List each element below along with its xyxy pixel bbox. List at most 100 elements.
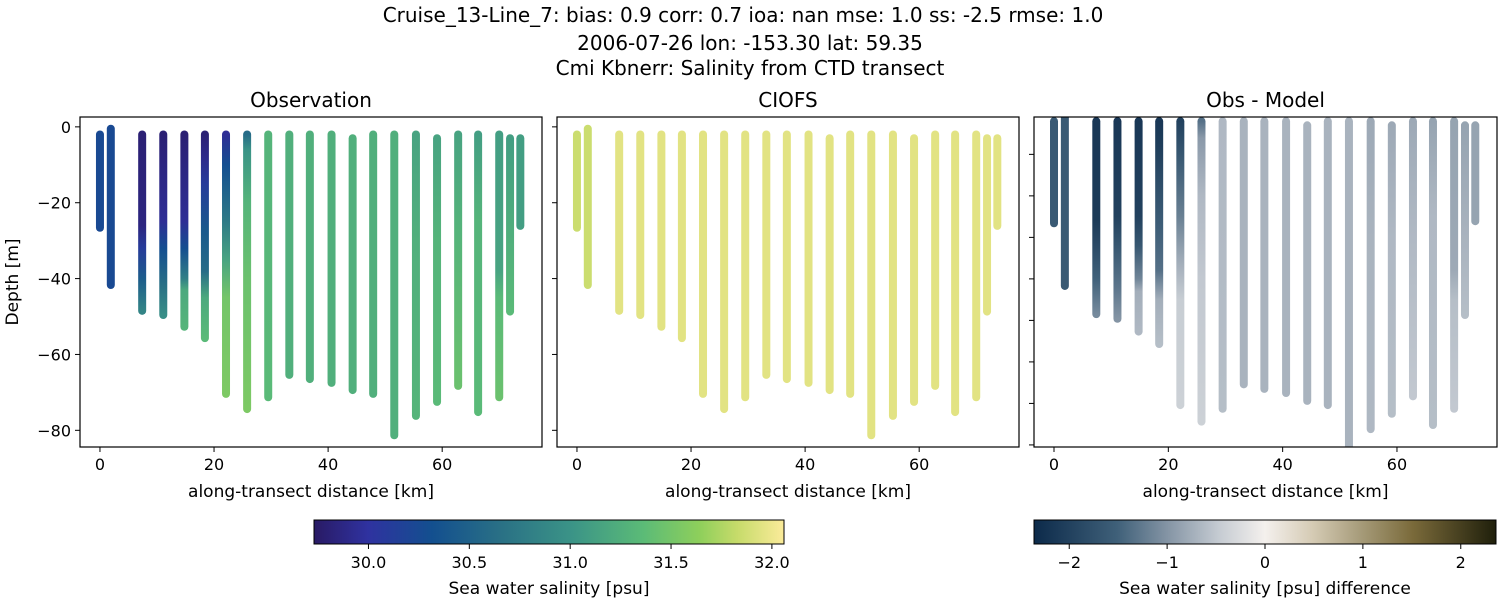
axes-frame	[79, 116, 543, 448]
profile-obs-9	[285, 130, 294, 379]
x-tick-label: 0	[95, 455, 105, 474]
y-tick-label: −40	[37, 270, 71, 289]
profile-obs-1	[106, 124, 115, 290]
profile-diff-16	[1387, 121, 1396, 418]
profile-model-12	[825, 134, 834, 395]
profile-obs-8	[264, 130, 273, 402]
profile-obs-17	[454, 130, 463, 390]
profile-model-0	[572, 130, 581, 232]
colorbar-tick-label: 30.0	[351, 553, 387, 572]
colorbar-tick-label: 31.5	[653, 553, 689, 572]
panel-model: CIOFS 0 20 40 60 along-transect distance [km]	[552, 88, 1020, 502]
profile-model-17	[931, 130, 940, 390]
profile-diff-10	[1260, 117, 1269, 393]
profile-model-19	[972, 130, 981, 402]
profile-obs-0	[95, 130, 104, 232]
profile-obs-18	[474, 130, 483, 417]
profile-diff-17	[1408, 117, 1417, 401]
x-axis-label: along-transect distance [km]	[665, 482, 911, 502]
profile-model-15	[888, 130, 897, 420]
profile-model-18	[951, 130, 960, 417]
profile-model-16	[910, 134, 919, 406]
profile-obs-15	[411, 130, 420, 420]
profile-model-11	[804, 130, 813, 387]
colorbar-tick-label: −2	[1057, 553, 1081, 572]
x-tick-label: 40	[795, 455, 815, 474]
profile-diff-6	[1176, 117, 1185, 410]
x-tick-label: 0	[572, 455, 582, 474]
profile-diff-11	[1282, 117, 1291, 398]
profile-obs-7	[243, 130, 252, 414]
x-tick-label: 20	[204, 455, 224, 474]
x-tick-label: 40	[1272, 455, 1292, 474]
profile-model-5	[677, 130, 686, 343]
profile-diff-19	[1450, 117, 1459, 413]
colorbar-label: Sea water salinity [psu] difference	[1119, 579, 1411, 599]
colorbar-tick-label: 32.0	[754, 553, 790, 572]
profile-model-10	[782, 130, 791, 384]
profiles	[572, 124, 1002, 440]
profile-diff-20	[1460, 121, 1469, 320]
profile-obs-12	[348, 134, 357, 395]
axes-frame	[556, 116, 1020, 448]
colorbar-salinity: 30.0 30.5 31.0 31.5 32.0 Sea water salinity […	[313, 519, 790, 599]
x-tick-label: 0	[1049, 455, 1059, 474]
colorbar-tick-label: −1	[1155, 553, 1179, 572]
profile-diff-15	[1366, 117, 1375, 434]
colorbar-difference: −2 −1 0 1 2 Sea water salinity [psu] differen…	[1033, 519, 1497, 599]
profile-obs-5	[200, 130, 209, 343]
profile-diff-1	[1060, 117, 1069, 290]
x-tick-label: 20	[681, 455, 701, 474]
colorbar-label: Sea water salinity [psu]	[449, 579, 650, 599]
y-axis-label: Depth [m]	[3, 238, 23, 325]
profile-diff-12	[1303, 121, 1312, 405]
y-tick-label: −80	[37, 421, 71, 440]
x-axis-label: along-transect distance [km]	[1143, 482, 1389, 502]
suptitle-line-3: Cmi Kbnerr: Salinity from CTD transect	[556, 56, 945, 80]
colorbar-gradient	[1033, 519, 1497, 545]
panel-title: CIOFS	[758, 88, 817, 112]
y-tick-label: −20	[37, 194, 71, 213]
profile-model-3	[636, 130, 645, 319]
profile-diff-4	[1134, 117, 1143, 336]
profile-obs-6	[222, 130, 231, 398]
profile-obs-16	[433, 134, 442, 406]
suptitle-line-2: 2006-07-26 lon: -153.30 lat: 59.35	[577, 31, 923, 55]
profile-diff-2	[1092, 117, 1101, 319]
colorbar-tick-label: 1	[1358, 553, 1368, 572]
colorbar-tick-label: 2	[1456, 553, 1466, 572]
profile-model-13	[846, 130, 855, 398]
y-tick-label: 0	[61, 118, 71, 137]
profile-obs-10	[305, 130, 314, 384]
profile-model-9	[762, 130, 771, 379]
panel-title: Obs - Model	[1206, 88, 1325, 112]
profile-diff-18	[1428, 117, 1437, 429]
profile-diff-13	[1323, 117, 1332, 410]
profile-obs-11	[327, 130, 336, 387]
colorbar-tick-label: 0	[1260, 553, 1270, 572]
panel-diff: Obs - Model 0 20 40 60 along-transect distanc…	[1029, 88, 1498, 502]
x-axis-label: along-transect distance [km]	[188, 482, 434, 502]
profile-diff-5	[1155, 117, 1164, 349]
profile-model-14	[867, 130, 876, 440]
profiles	[1050, 117, 1480, 447]
profile-obs-2	[138, 130, 147, 315]
profile-model-20	[983, 134, 992, 316]
profile-obs-14	[390, 130, 399, 440]
profile-diff-21	[1471, 121, 1480, 226]
profile-model-8	[741, 130, 750, 402]
panel-title: Observation	[250, 88, 372, 112]
profile-diff-9	[1239, 117, 1248, 389]
profile-model-4	[657, 130, 666, 331]
x-tick-label: 40	[318, 455, 338, 474]
x-tick-label: 60	[432, 455, 452, 474]
x-tick-label: 60	[909, 455, 929, 474]
colorbar-gradient	[313, 519, 785, 545]
panel-obs: Observation 0 20 40 60 along-transect distanc…	[3, 88, 543, 502]
profile-obs-20	[506, 134, 515, 316]
profile-model-6	[699, 130, 708, 398]
profile-obs-21	[516, 134, 525, 230]
profile-model-1	[583, 124, 592, 290]
colorbar-tick-label: 31.0	[552, 553, 588, 572]
